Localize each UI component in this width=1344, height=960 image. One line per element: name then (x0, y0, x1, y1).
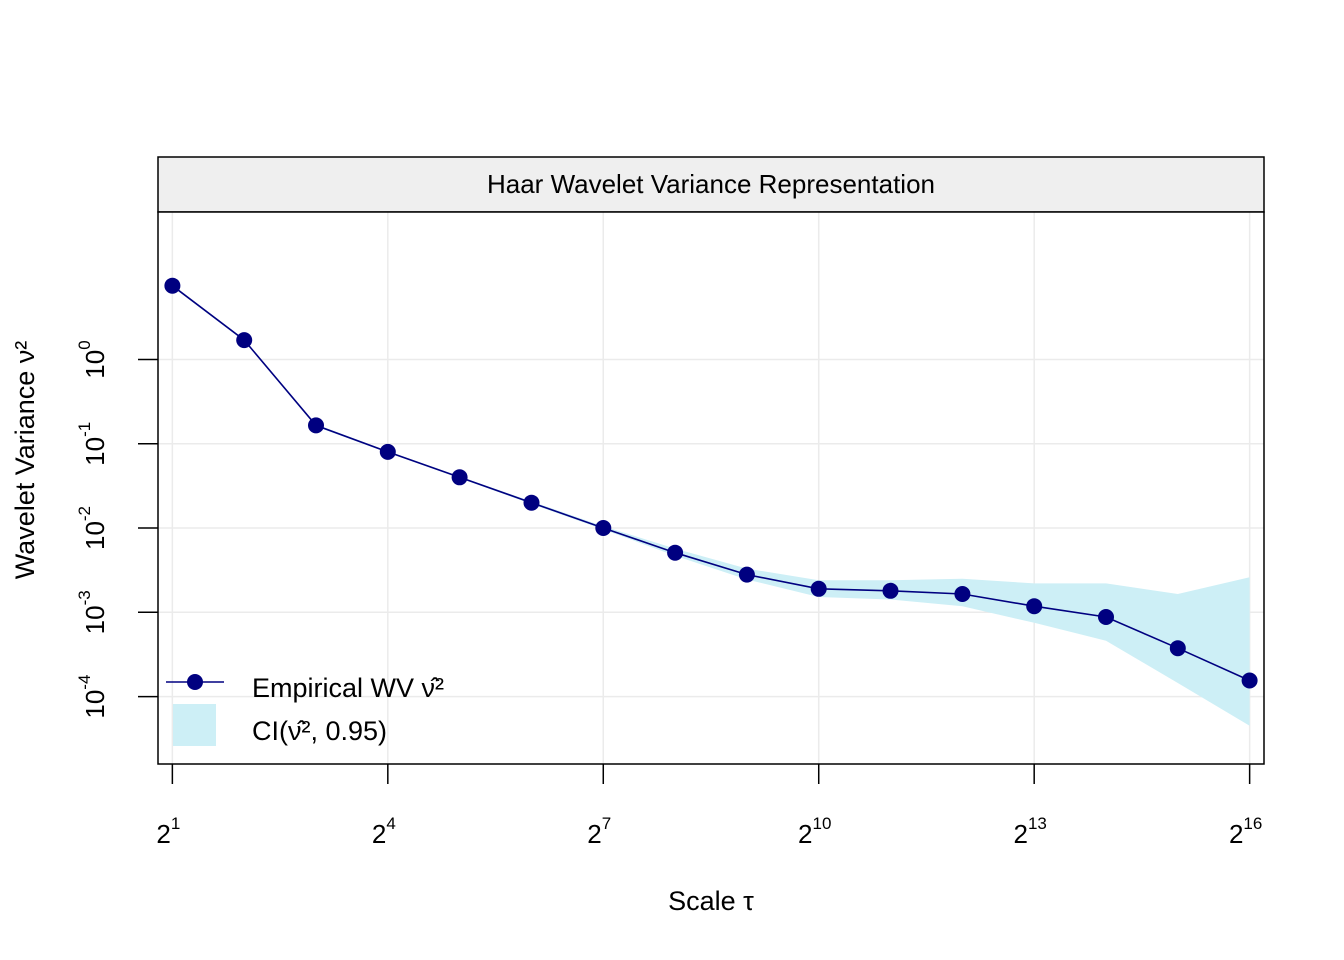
data-point-5 (523, 494, 540, 511)
y-tick-label-0: 100 (75, 340, 110, 378)
data-point-15 (1241, 672, 1258, 689)
data-point-0 (164, 277, 181, 294)
data-point-9 (810, 580, 827, 597)
x-tick-label-2: 27 (587, 814, 611, 849)
empirical-wv-line (171, 285, 1250, 682)
x-tick-label-4: 213 (1013, 814, 1046, 849)
x-axis: 21 24 27 210 213 216 (156, 764, 1262, 849)
x-tick-label-5: 216 (1229, 814, 1262, 849)
legend: Empirical WV ν̂² CI(ν̂², 0.95) (166, 673, 444, 746)
legend-label-ci: CI(ν̂², 0.95) (252, 716, 387, 746)
title-strip (157, 156, 1265, 213)
data-point-13 (1098, 609, 1114, 625)
data-point-10 (882, 582, 899, 599)
y-tick-label-2: 10-2 (75, 506, 110, 550)
x-axis-label: Scale τ (668, 886, 754, 916)
data-point-7 (667, 544, 684, 561)
grid-lines (158, 212, 1264, 764)
x-tick-label-3: 210 (798, 814, 831, 849)
plot-area (158, 212, 1264, 764)
legend-point-swatch (187, 674, 203, 690)
y-tick-label-1: 10-1 (75, 422, 110, 466)
chart-title: Haar Wavelet Variance Representation (487, 169, 935, 199)
data-point-4 (451, 469, 468, 486)
x-tick-label-1: 24 (372, 814, 396, 849)
data-point-3 (379, 443, 396, 460)
data-point-14 (1169, 640, 1186, 657)
y-tick-label-3: 10-3 (75, 590, 110, 634)
data-point-1 (236, 332, 253, 349)
y-tick-label-4: 10-4 (75, 675, 110, 719)
y-axis: 100 10-1 10-2 10-3 10-4 (75, 340, 158, 719)
data-point-11 (954, 586, 971, 602)
x-tick-label-0: 21 (156, 814, 180, 849)
data-point-8 (738, 566, 755, 583)
data-point-6 (595, 520, 612, 536)
legend-label-empirical: Empirical WV ν̂² (252, 673, 444, 703)
legend-ci-swatch (173, 704, 216, 746)
y-axis-label: Wavelet Variance ν² (10, 341, 40, 580)
data-point-2 (308, 417, 324, 434)
data-point-12 (1026, 598, 1043, 615)
plot-frame (157, 211, 1265, 765)
empirical-wv-points (164, 277, 1258, 689)
